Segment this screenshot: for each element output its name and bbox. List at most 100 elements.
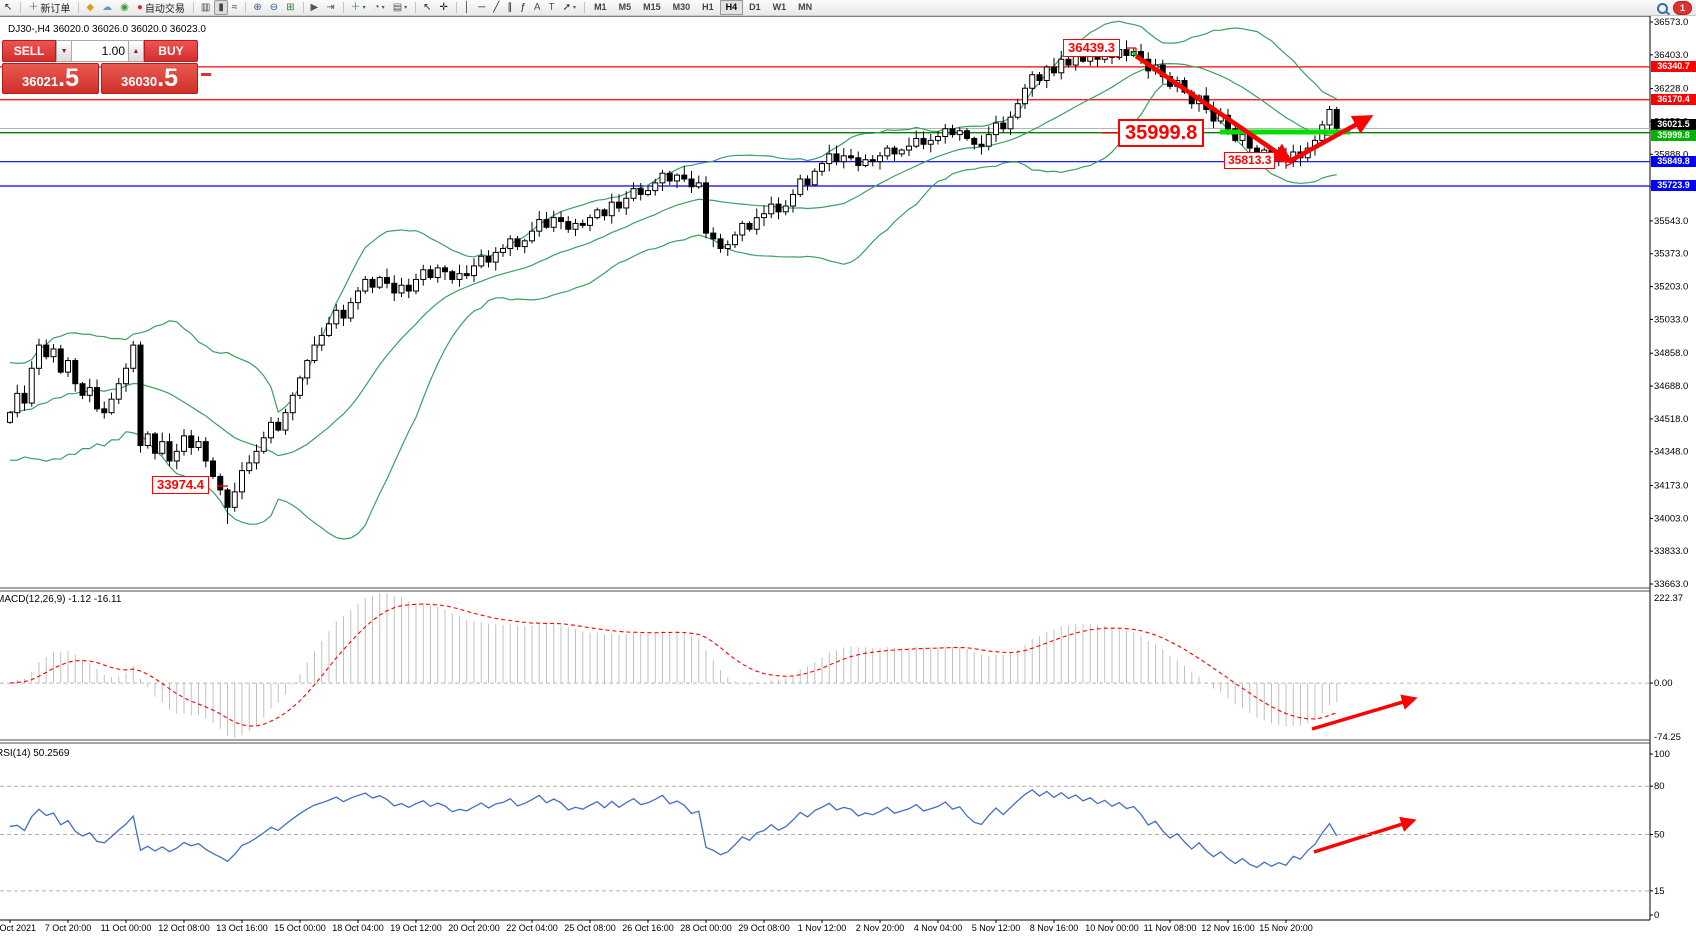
new-order-button[interactable]: ＋新订单 [28,2,71,15]
timeframe-m1[interactable]: M1 [594,2,607,12]
line-chart-icon[interactable]: ≈ [231,2,238,13]
timeframe-d1[interactable]: D1 [749,2,761,12]
horizontal-line-tool-icon[interactable]: ─ [478,2,486,13]
svg-text:35543.0: 35543.0 [1654,216,1688,227]
timeframe-mn[interactable]: MN [798,2,813,12]
svg-text:26 Oct 16:00: 26 Oct 16:00 [622,923,674,933]
price-badge-35999.8: 35999.8 [1651,130,1696,141]
annotation-oct-low-price[interactable]: 33974.4 [152,476,209,495]
svg-text:15: 15 [1654,886,1665,897]
svg-text:35033.0: 35033.0 [1654,314,1688,325]
price-badge-35849.8: 35849.8 [1651,156,1696,167]
notification-badge[interactable]: 1 [1673,1,1692,15]
svg-text:35203.0: 35203.0 [1654,282,1688,293]
svg-text:29 Oct 08:00: 29 Oct 08:00 [738,923,790,933]
ask-decimal: .5 [157,64,178,92]
timeframe-m30[interactable]: M30 [672,2,691,12]
bid-price-display[interactable]: 36021.5 [2,63,99,94]
toolbar-right-cluster: 1 [1657,1,1692,15]
buy-button[interactable]: BUY [143,40,198,62]
crosshair-tool-icon[interactable]: ✛ [439,2,448,13]
text-label-tool-icon[interactable]: T [548,2,555,13]
arrows-tool-icon[interactable]: ➚ ▾ [562,2,577,13]
svg-text:5 Nov 12:00: 5 Nov 12:00 [972,923,1021,933]
chart-title: DJ30-,H4 36020.0 36026.0 36020.0 36023.0 [8,24,206,35]
volume-down-button[interactable]: ▼ [56,40,72,62]
svg-text:12 Oct 08:00: 12 Oct 08:00 [158,923,210,933]
svg-text:8 Nov 16:00: 8 Nov 16:00 [1030,923,1079,933]
svg-text:11 Oct 00:00: 11 Oct 00:00 [101,923,152,933]
macd-up-arrow [1311,694,1418,731]
svg-text:36228.0: 36228.0 [1654,84,1688,95]
svg-text:12 Nov 16:00: 12 Nov 16:00 [1201,923,1255,933]
bid-decimal: .5 [58,64,79,92]
macd-indicator-label: MACD(12,26,9) -1.12 -16.11 [0,594,122,605]
trendline-tool-icon[interactable]: ╱ [493,2,500,13]
svg-text:1 Nov 12:00: 1 Nov 12:00 [798,923,847,933]
down-trend-arrow [1134,54,1294,164]
timeframe-h4[interactable]: H4 [719,0,744,15]
annotation-peak-price[interactable]: 36439.3 [1063,39,1120,58]
ask-price-display[interactable]: 36030.5 [101,63,198,94]
timeframe-m5[interactable]: M5 [618,2,632,12]
volume-input[interactable] [72,40,128,62]
svg-text:50: 50 [1654,830,1665,841]
search-icon[interactable] [1657,2,1668,14]
svg-text:20 Oct 20:00: 20 Oct 20:00 [448,923,500,933]
tile-windows-icon[interactable]: ⊞ [286,2,295,13]
timeframe-h1[interactable]: H1 [702,2,714,12]
svg-text:33833.0: 33833.0 [1654,546,1688,557]
svg-text:11 Nov 08:00: 11 Nov 08:00 [1144,923,1197,933]
svg-text:80: 80 [1654,781,1665,792]
candlestick-chart-icon[interactable]: ▮ [214,0,228,15]
svg-text:6 Oct 2021: 6 Oct 2021 [0,923,36,933]
rsi-up-arrow [1313,816,1417,854]
price-badge-36340.7: 36340.7 [1651,61,1696,72]
svg-text:36403.0: 36403.0 [1654,50,1688,61]
indicators-button[interactable]: ＋ ▾ [350,2,366,13]
svg-text:25 Oct 08:00: 25 Oct 08:00 [564,923,616,933]
chart-shift-icon[interactable]: ⇥ [326,2,335,13]
periods-button[interactable]: ◔ ▾ [373,2,385,13]
svg-text:18 Oct 04:00: 18 Oct 04:00 [332,923,384,933]
svg-text:15 Oct 00:00: 15 Oct 00:00 [274,923,326,933]
price-badge-36021.5: 36021.5 [1651,119,1696,130]
svg-text:28 Oct 00:00: 28 Oct 00:00 [680,923,732,933]
templates-button[interactable]: ▤ ▾ [392,2,408,13]
signals-icon[interactable]: ◉ [120,2,129,13]
annotation-swing-low-price[interactable]: 35813.3 [1224,152,1276,170]
volume-up-button[interactable]: ▲ [128,40,144,62]
vertical-line-tool-icon[interactable]: │ [463,2,471,13]
svg-text:36573.0: 36573.0 [1654,17,1688,28]
svg-text:34173.0: 34173.0 [1654,480,1688,491]
cursor-tool-icon[interactable]: ↖ [423,2,432,13]
svg-text:33663.0: 33663.0 [1654,579,1688,590]
svg-text:34003.0: 34003.0 [1654,513,1688,524]
annotation-support-price[interactable]: 35999.8 [1118,119,1205,147]
auto-scroll-icon[interactable]: ▶ [310,2,319,13]
svg-text:2 Nov 20:00: 2 Nov 20:00 [856,923,905,933]
autotrade-button[interactable]: ● 自动交易 [136,2,185,15]
fibonacci-tool-icon[interactable]: ƒ [520,2,526,13]
svg-text:34518.0: 34518.0 [1654,414,1688,425]
market-icon[interactable]: ◆ [86,2,95,13]
timeframe-m15[interactable]: M15 [643,2,661,12]
zoom-out-icon[interactable]: ⊖ [269,2,279,13]
timeframe-w1[interactable]: W1 [772,2,787,12]
bid-integer: 36021 [21,74,59,89]
svg-text:19 Oct 12:00: 19 Oct 12:00 [390,923,442,933]
zoom-in-icon[interactable]: ⊕ [253,2,262,13]
price-connector-dash [201,73,211,76]
bar-chart-icon[interactable]: ▥ [200,2,211,13]
sell-button[interactable]: SELL [2,40,57,62]
cursor-pointer-icon[interactable]: ↖ [4,2,13,13]
equidistant-channel-tool-icon[interactable]: ∥ [507,2,513,13]
price-badge-36170.4: 36170.4 [1651,94,1696,105]
svg-text:34688.0: 34688.0 [1654,381,1688,392]
text-tool-icon[interactable]: A [533,2,541,13]
svg-text:7 Oct 20:00: 7 Oct 20:00 [45,923,92,933]
svg-text:35373.0: 35373.0 [1654,249,1688,260]
svg-text:4 Nov 04:00: 4 Nov 04:00 [914,923,963,933]
community-cloud-icon[interactable]: ☁ [102,2,113,13]
